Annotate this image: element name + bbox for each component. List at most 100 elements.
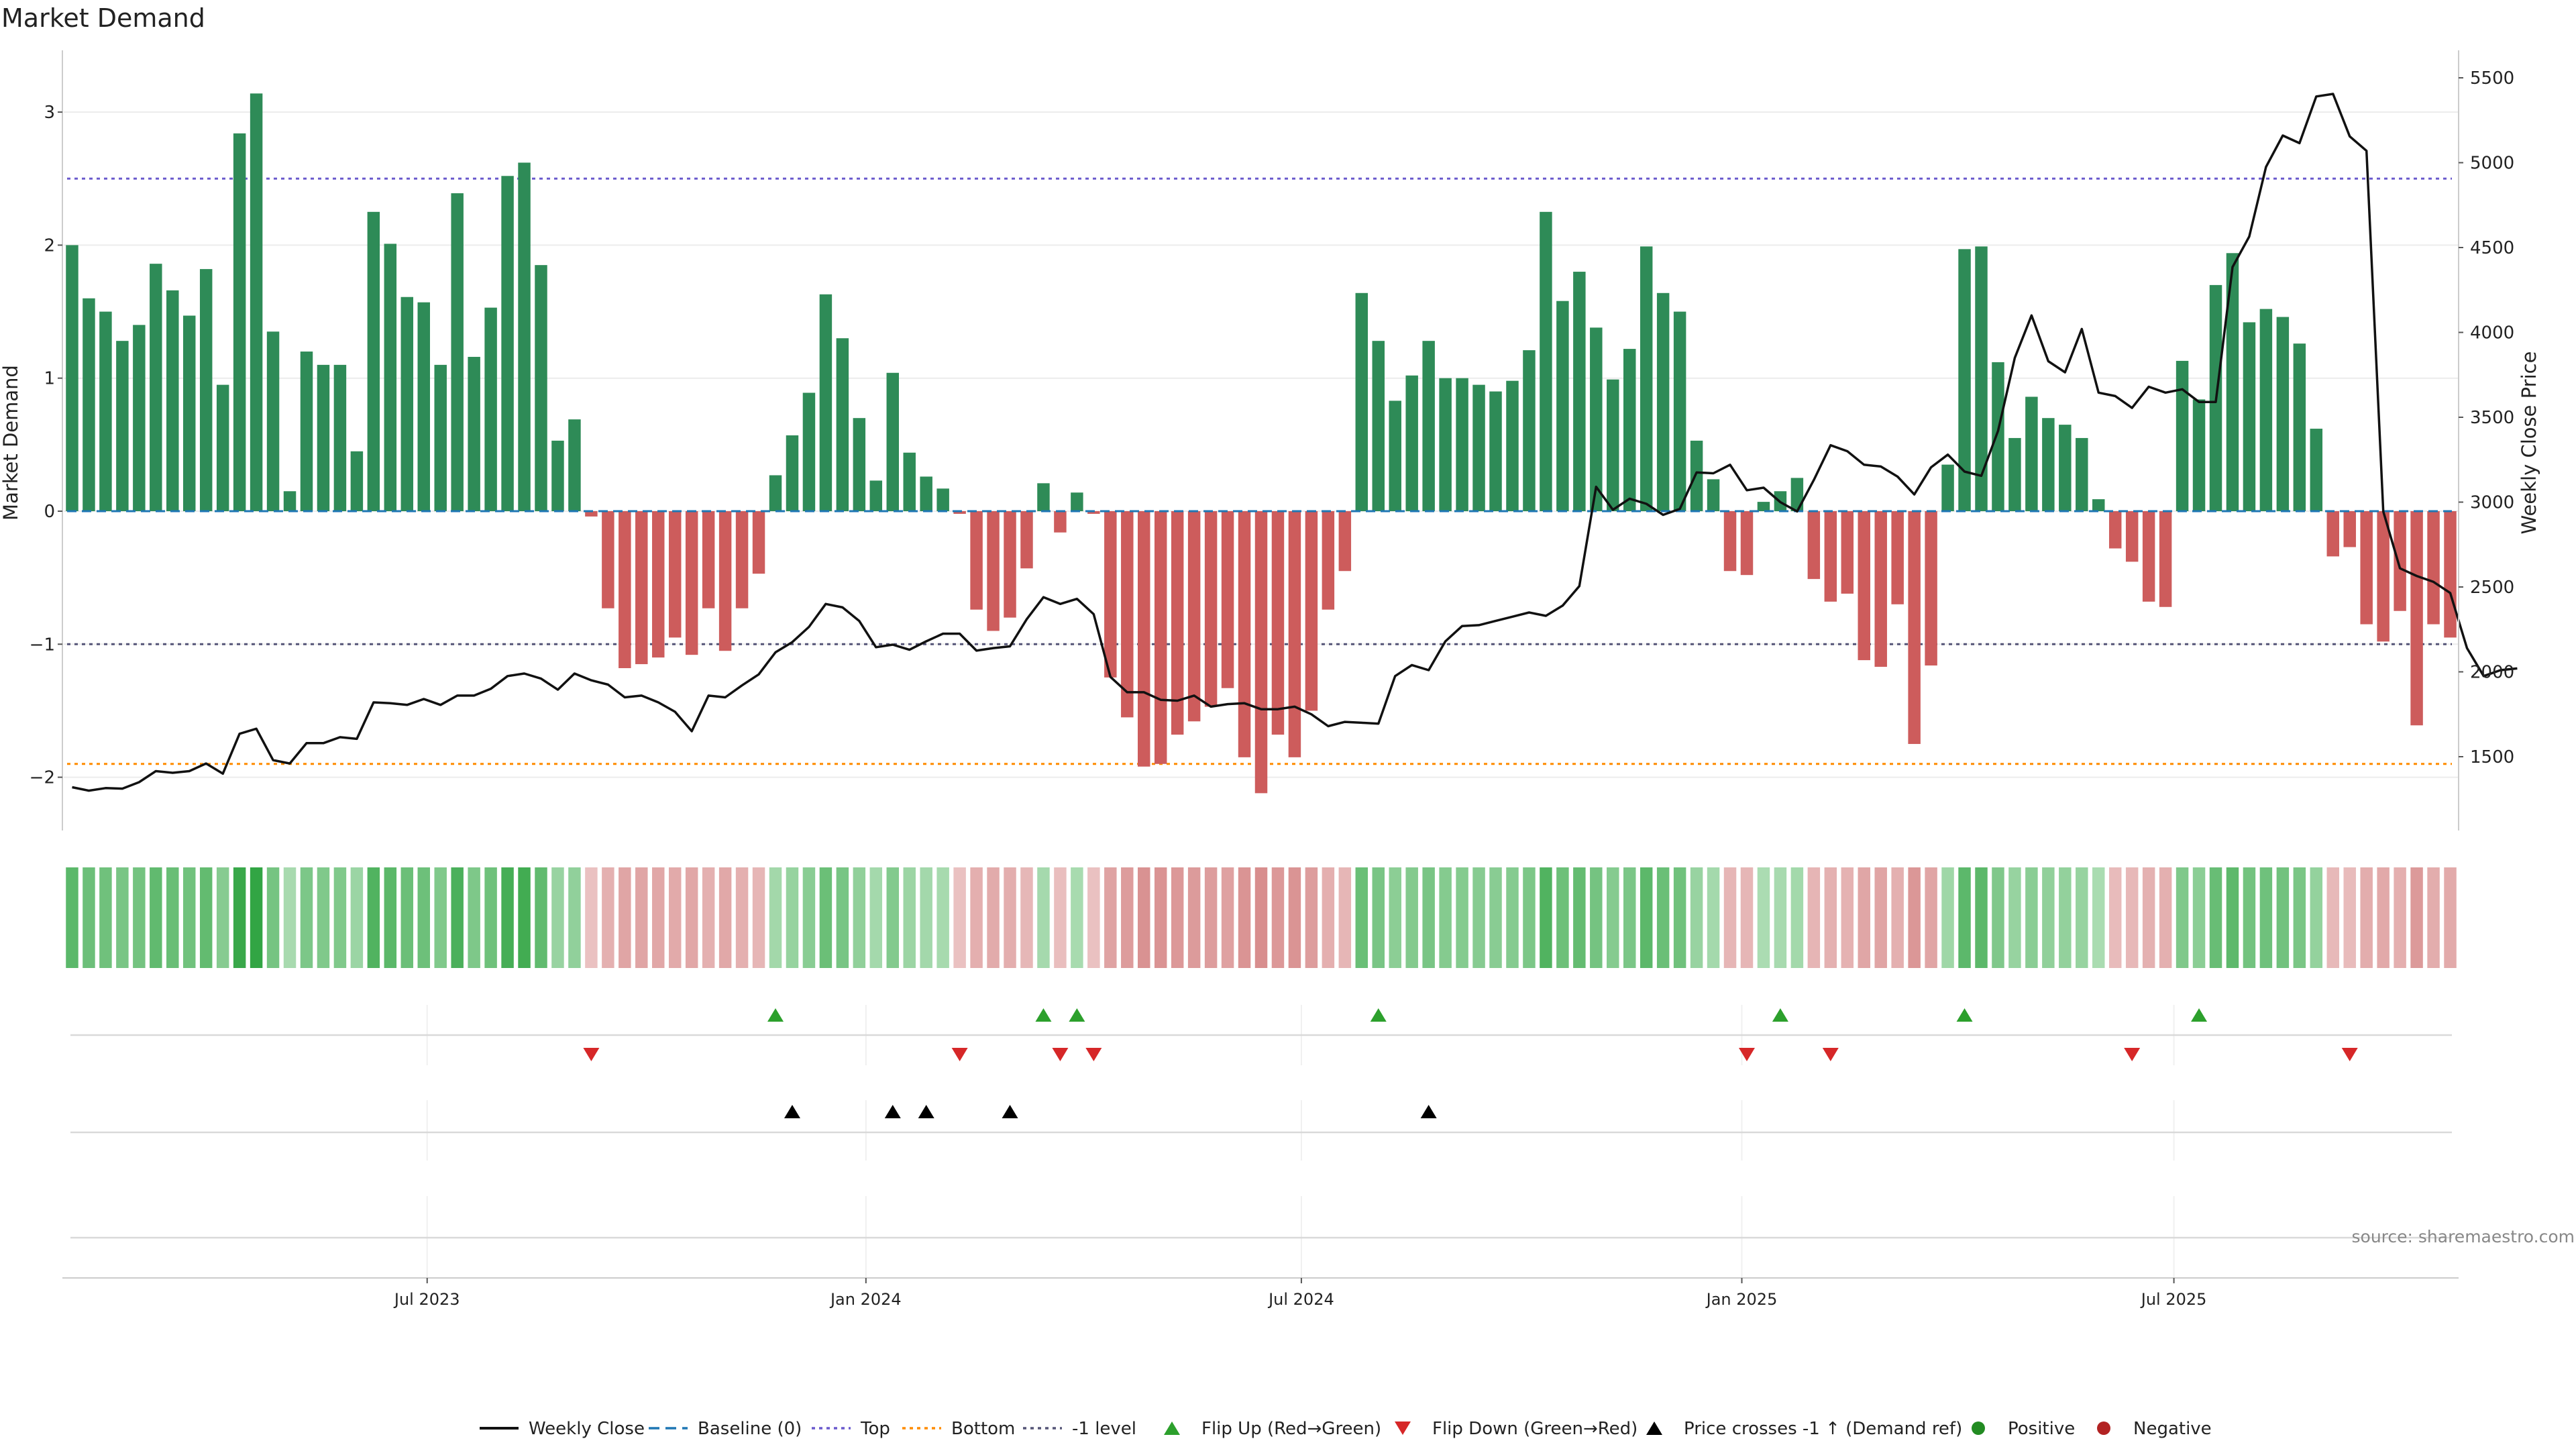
axes: 3 2 1 0 −1 −2 5500 5000 4500 4000 3500 3000 2500 2000… [30, 50, 2514, 1309]
demand-bar [1958, 249, 1971, 511]
demand-bar [2042, 418, 2055, 511]
heat-cell [1071, 867, 1083, 968]
heat-cell [2410, 867, 2423, 968]
heat-cell [350, 867, 364, 968]
flip-up-marker [1035, 1008, 1052, 1022]
demand-bar [970, 511, 983, 610]
heat-cell [568, 867, 581, 968]
heat-cell [1707, 867, 1720, 968]
demand-bar [300, 352, 313, 511]
heat-cell [1355, 867, 1368, 968]
flip-up-marker [1956, 1008, 1973, 1022]
heat-cell [384, 867, 397, 968]
demand-bar [1305, 511, 1318, 711]
heat-cell [1874, 867, 1887, 968]
heat-cell [1774, 867, 1787, 968]
demand-bar [619, 511, 631, 668]
demand-bar [1790, 478, 1804, 511]
heat-cell [2025, 867, 2038, 968]
heat-cell [1757, 867, 1770, 968]
demand-bar [1288, 511, 1301, 757]
heat-cell [769, 867, 782, 968]
heat-cell [1975, 867, 1988, 968]
demand-bar [384, 244, 397, 511]
heat-cell [99, 867, 112, 968]
y-tick-label: 3 [44, 103, 55, 123]
heat-cell [2209, 867, 2222, 968]
heat-cell [199, 867, 213, 968]
heat-cell [216, 867, 229, 968]
heat-cell [1472, 867, 1485, 968]
demand-bar [1807, 511, 1821, 580]
heat-cell [2159, 867, 2172, 968]
demand-bar [1607, 379, 1619, 511]
demand-bar [2025, 396, 2038, 511]
heat-cell [2427, 867, 2440, 968]
demand-bar [1121, 511, 1134, 718]
heat-cell [484, 867, 497, 968]
demand-bar [1037, 483, 1050, 511]
demand-bar [216, 384, 229, 511]
heat-cell [1925, 867, 1937, 968]
demand-bar [1154, 511, 1167, 764]
heat-cell [936, 867, 949, 968]
demand-bar [484, 307, 497, 511]
heat-cell [652, 867, 665, 968]
demand-bar [317, 364, 330, 511]
demand-bar [451, 193, 464, 511]
demand-bar [2159, 511, 2172, 607]
heat-cell [2276, 867, 2290, 968]
heat-cell [1389, 867, 1401, 968]
demand-bar [116, 341, 129, 511]
demand-bar [333, 364, 347, 511]
demand-bar [1422, 341, 1435, 511]
demand-bar [685, 511, 698, 655]
demand-bar [1221, 511, 1234, 688]
demand-bar [417, 302, 430, 511]
heat-cell [953, 867, 966, 968]
demand-bar [2377, 511, 2390, 642]
y2-tick-label: 2000 [2470, 663, 2514, 683]
heat-cell [2059, 867, 2072, 968]
heat-cell [2008, 867, 2021, 968]
demand-bar [1723, 511, 1737, 572]
heat-cell [920, 867, 932, 968]
y2-tick-label: 4000 [2470, 323, 2514, 343]
demand-bar [936, 488, 949, 511]
legend-label: Top [860, 1419, 890, 1439]
heat-cell [2125, 867, 2139, 968]
demand-bar [1573, 272, 1586, 511]
heat-cell [2042, 867, 2055, 968]
demand-bar [2410, 511, 2423, 726]
heat-cell [987, 867, 1000, 968]
legend-label: Flip Up (Red→Green) [1201, 1419, 1381, 1439]
heat-cell [1338, 867, 1352, 968]
heat-cell [836, 867, 849, 968]
demand-bar [133, 325, 146, 511]
demand-bar [1004, 511, 1016, 618]
demand-bar [283, 491, 297, 511]
heat-cell [1372, 867, 1385, 968]
heat-cell [2108, 867, 2122, 968]
x-tick-label: Jul 2025 [2140, 1290, 2207, 1309]
demand-bar [1690, 440, 1703, 511]
heat-cell [1790, 867, 1804, 968]
heat-cell [1640, 867, 1653, 968]
price-cross-marker [1420, 1105, 1437, 1118]
heat-cell [702, 867, 715, 968]
flip-down-marker [1052, 1048, 1069, 1061]
y2-axis-label: Weekly Close Price [2518, 352, 2540, 535]
demand-bar [1673, 311, 1686, 511]
heat-cell [1891, 867, 1904, 968]
flip-down-marker [951, 1048, 968, 1061]
demand-bar [1104, 511, 1117, 678]
demand-bar [1020, 511, 1033, 569]
demand-bar [2276, 317, 2290, 511]
heat-cell [2243, 867, 2256, 968]
heat-cell [317, 867, 330, 968]
heat-cell [1020, 867, 1033, 968]
legend-label: Bottom [951, 1419, 1015, 1439]
flip-up-marker [1370, 1008, 1387, 1022]
demand-bar [1891, 511, 1904, 604]
flip-up-marker [2191, 1008, 2208, 1022]
